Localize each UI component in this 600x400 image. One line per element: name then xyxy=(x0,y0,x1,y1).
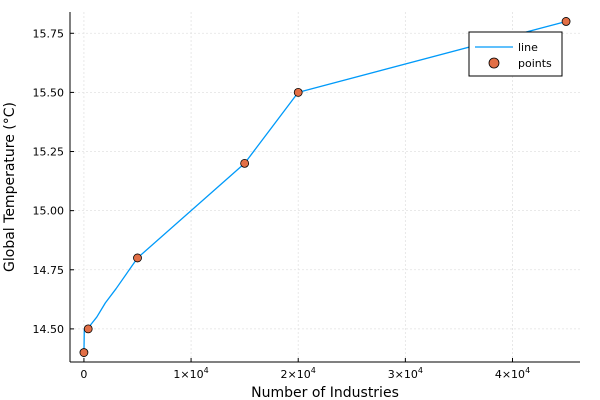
y-tick-label: 14.75 xyxy=(33,264,65,277)
x-tick-label: 1×104 xyxy=(173,366,208,381)
data-point xyxy=(83,324,93,334)
legend-points-swatch xyxy=(488,57,500,69)
legend-points-label: points xyxy=(518,57,552,70)
x-axis-label: Number of Industries xyxy=(251,385,399,400)
legend-box xyxy=(468,31,563,77)
data-point xyxy=(133,253,142,263)
y-tick-label: 14.50 xyxy=(33,323,65,336)
x-tick-label: 3×104 xyxy=(388,366,423,381)
y-axis-label: Global Temperature (°C) xyxy=(2,102,18,272)
grid-lines xyxy=(70,12,580,362)
data-point xyxy=(561,17,571,26)
y-tick-label: 15.75 xyxy=(33,27,65,40)
legend: line points xyxy=(468,31,563,77)
y-tick-label: 15.25 xyxy=(33,146,65,159)
data-series xyxy=(79,17,571,357)
x-tick-label: 4×104 xyxy=(495,366,530,381)
data-point xyxy=(240,158,250,168)
x-tick-label: 2×104 xyxy=(281,366,316,381)
data-point xyxy=(79,348,89,357)
y-tick-label: 15.50 xyxy=(33,86,65,99)
data-point xyxy=(293,88,303,97)
tick-labels: 0 1×104 2×104 3×104 4×104 14.50 14.75 15.00 15.2… xyxy=(33,27,531,381)
legend-line-label: line xyxy=(518,41,538,54)
x-tick-label: 0 xyxy=(80,368,87,381)
axes xyxy=(69,12,580,363)
y-tick-label: 15.00 xyxy=(33,205,65,218)
